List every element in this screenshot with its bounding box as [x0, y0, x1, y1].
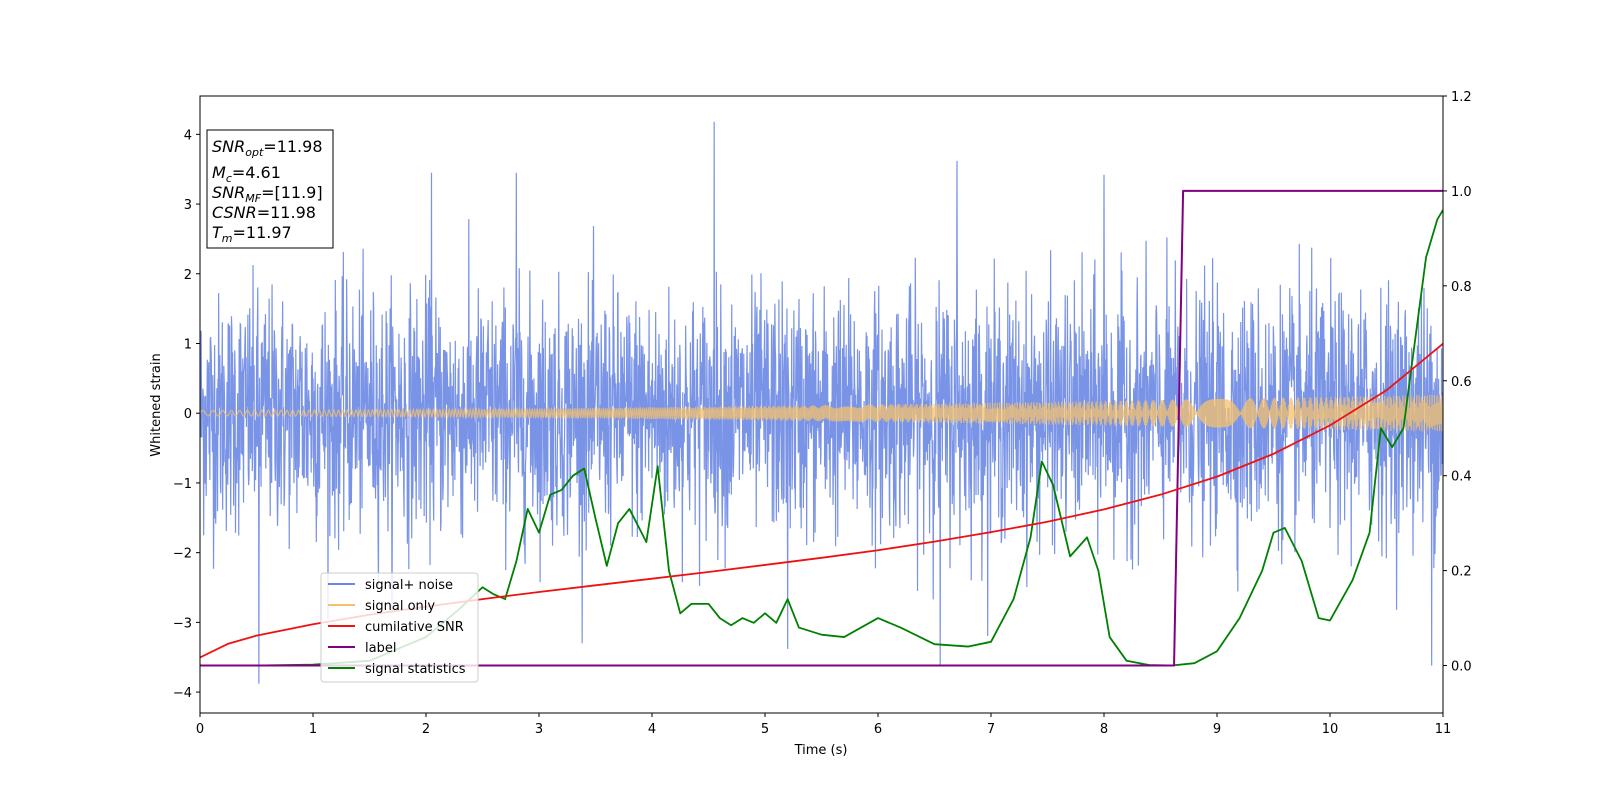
legend-label-signal-statistics: signal statistics	[365, 662, 466, 677]
y-tick-label: 2	[184, 268, 192, 283]
series-signal-only	[200, 394, 1443, 432]
plot-area	[200, 121, 1443, 684]
x-tick-label: 7	[987, 722, 995, 737]
y2-tick-label: 1.2	[1451, 90, 1472, 105]
y2-tick-label: 0.6	[1451, 375, 1472, 390]
legend-label-cumulative-snr: cumilative SNR	[365, 620, 464, 635]
x-tick-label: 6	[874, 722, 882, 737]
legend-item-signal-only: signal only	[328, 599, 435, 614]
x-tick-label: 9	[1213, 722, 1221, 737]
y-tick-label: 4	[184, 128, 192, 143]
snr-opt-text: SNRopt=11.98	[212, 137, 323, 159]
legend-item-signal-noise: signal+ noise	[328, 578, 453, 593]
y2-tick-label: 0.0	[1451, 660, 1472, 675]
series-label	[200, 189, 1443, 667]
legend-item-signal-statistics: signal statistics	[328, 662, 466, 677]
y-tick-label: −2	[173, 547, 192, 562]
legend-box	[320, 572, 479, 683]
x-axis-label: Time (s)	[794, 743, 848, 758]
plot-frame	[199, 95, 1444, 714]
y-axis-left: −4 −3 −2 −1 0 1 2 3 4	[173, 128, 200, 701]
x-tick-label: 11	[1435, 722, 1452, 737]
tm-text: Tm=11.97	[212, 223, 292, 245]
x-tick-label: 8	[1100, 722, 1108, 737]
x-axis: 0 1 2 3 4 5 6 7 8 9 10 11	[196, 713, 1451, 737]
y-tick-label: 0	[184, 407, 192, 422]
y2-tick-label: 1.0	[1451, 185, 1472, 200]
label-line	[200, 189, 1443, 667]
legend-item-label: label	[328, 641, 396, 656]
csnr-text: CSNR=11.98	[212, 203, 316, 222]
y-tick-label: −3	[173, 616, 192, 631]
y2-tick-label: 0.8	[1451, 280, 1472, 295]
y-tick-label: 3	[184, 198, 192, 213]
x-tick-label: 1	[309, 722, 317, 737]
y-tick-label: 1	[184, 337, 192, 352]
y-tick-label: −1	[173, 477, 192, 492]
legend-label-label: label	[365, 641, 396, 656]
x-tick-label: 4	[648, 722, 656, 737]
mc-text: Mc=4.61	[212, 163, 281, 185]
signal-statistics-line	[200, 209, 1443, 667]
x-tick-label: 3	[535, 722, 543, 737]
y-axis-right: 0.0 0.2 0.4 0.6 0.8 1.0 1.2	[1443, 90, 1472, 675]
legend-item-cumulative-snr: cumilative SNR	[328, 620, 464, 635]
y-tick-label: −4	[173, 686, 192, 701]
legend-label-signal-only: signal only	[365, 599, 435, 614]
stats-annotation-box: SNRopt=11.98 Mc=4.61 SNRMF=[11.9] CSNR=1…	[206, 129, 334, 249]
signal-noise-line	[200, 121, 1443, 684]
y-axis-label: Whitened strain	[149, 353, 164, 456]
x-tick-label: 0	[196, 722, 204, 737]
signal-only-line	[200, 394, 1443, 432]
legend: signal+ noise signal only cumilative SNR…	[320, 572, 479, 683]
snr-mf-text: SNRMF=[11.9]	[212, 183, 323, 205]
series-signal-noise	[200, 121, 1443, 684]
x-tick-label: 10	[1322, 722, 1339, 737]
x-tick-label: 5	[761, 722, 769, 737]
legend-label-signal-noise: signal+ noise	[365, 578, 453, 593]
y2-tick-label: 0.2	[1451, 565, 1472, 580]
x-tick-label: 2	[422, 722, 430, 737]
y2-tick-label: 0.4	[1451, 470, 1472, 485]
series-signal-statistics	[200, 209, 1443, 667]
